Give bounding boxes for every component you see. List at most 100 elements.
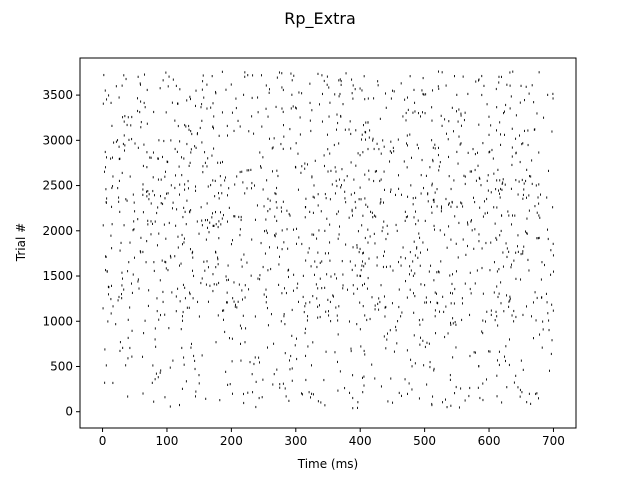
spike-mark xyxy=(350,161,352,164)
spike-mark xyxy=(455,270,457,273)
spike-mark xyxy=(288,275,289,279)
spike-mark xyxy=(302,393,304,396)
spike-mark xyxy=(123,120,125,123)
spike-mark xyxy=(119,349,121,353)
spike-mark xyxy=(282,382,284,385)
spike-mark xyxy=(296,357,298,361)
spike-mark xyxy=(510,95,512,98)
spike-mark xyxy=(312,211,314,214)
spike-mark xyxy=(432,160,434,163)
spike-mark xyxy=(179,140,181,143)
spike-mark xyxy=(182,283,184,287)
spike-mark xyxy=(212,179,214,182)
spike-mark xyxy=(353,292,355,295)
spike-mark xyxy=(276,219,278,223)
spike-mark xyxy=(111,247,113,250)
spike-mark xyxy=(117,139,119,142)
spike-mark xyxy=(157,157,159,160)
spike-mark xyxy=(281,107,283,110)
spike-mark xyxy=(519,160,521,164)
spike-mark xyxy=(538,236,540,240)
spike-mark xyxy=(341,184,342,187)
spike-mark xyxy=(167,192,169,195)
spike-mark xyxy=(177,102,179,105)
spike-mark xyxy=(484,212,486,215)
plot-frame xyxy=(79,57,577,429)
spike-mark xyxy=(379,179,381,183)
spike-mark xyxy=(420,336,421,339)
y-tick-label: 1000 xyxy=(42,314,73,328)
spike-mark xyxy=(244,341,246,344)
spike-mark xyxy=(246,261,248,264)
spike-mark xyxy=(334,166,336,169)
spike-mark xyxy=(301,92,303,95)
spike-mark xyxy=(159,371,161,374)
spike-mark xyxy=(160,178,162,181)
spike-mark xyxy=(398,391,400,395)
spike-mark xyxy=(434,315,436,318)
spike-mark xyxy=(500,143,502,146)
spike-mark xyxy=(164,175,166,178)
spike-mark xyxy=(551,130,553,133)
spike-mark xyxy=(422,318,424,321)
spike-mark xyxy=(486,103,488,106)
spike-mark xyxy=(455,346,457,349)
spike-mark xyxy=(458,221,460,225)
spike-mark xyxy=(314,159,316,162)
spike-mark xyxy=(438,146,439,150)
spike-mark xyxy=(152,189,154,193)
spike-mark xyxy=(195,89,197,92)
spike-mark xyxy=(362,260,363,263)
spike-mark xyxy=(174,186,176,190)
spike-mark xyxy=(274,192,276,195)
spike-mark xyxy=(359,247,361,251)
spike-mark xyxy=(392,89,393,92)
spike-mark xyxy=(243,401,245,405)
spike-mark xyxy=(267,210,269,213)
spike-mark xyxy=(218,191,219,195)
spike-mark xyxy=(134,142,136,145)
spike-mark xyxy=(422,76,424,80)
spike-mark xyxy=(309,301,311,304)
spike-mark xyxy=(390,140,392,143)
spike-mark xyxy=(407,108,409,111)
spike-mark xyxy=(362,151,364,154)
spike-mark xyxy=(210,183,212,187)
spike-mark xyxy=(263,293,265,296)
spike-mark xyxy=(287,247,289,250)
spike-mark xyxy=(420,251,421,254)
spike-mark xyxy=(328,314,330,317)
spike-mark xyxy=(146,239,148,243)
spike-mark xyxy=(213,283,215,286)
spike-mark xyxy=(112,185,114,188)
spike-mark xyxy=(352,214,353,217)
spike-mark xyxy=(540,296,542,299)
spike-mark xyxy=(377,302,379,306)
spike-mark xyxy=(483,200,485,203)
spike-mark xyxy=(247,74,249,77)
spike-mark xyxy=(452,356,454,359)
spike-mark xyxy=(432,395,434,398)
spike-mark xyxy=(268,137,270,140)
spike-mark xyxy=(361,264,363,267)
y-axis-label: Trial # xyxy=(14,223,28,262)
spike-mark xyxy=(194,145,196,148)
spike-mark xyxy=(531,84,533,87)
spike-mark xyxy=(175,84,177,88)
spike-mark xyxy=(509,107,511,110)
spike-mark xyxy=(211,75,213,78)
spike-mark xyxy=(260,165,261,168)
spike-mark xyxy=(293,273,295,276)
spike-mark xyxy=(371,296,373,299)
spike-mark xyxy=(102,307,104,310)
spike-mark xyxy=(168,75,170,78)
spike-mark xyxy=(251,373,253,376)
spike-mark xyxy=(515,178,517,182)
spike-mark xyxy=(380,198,382,201)
spike-mark xyxy=(448,225,450,228)
spike-mark xyxy=(527,258,529,262)
spike-mark xyxy=(530,402,532,405)
spike-mark xyxy=(134,210,136,213)
spike-mark xyxy=(163,223,165,226)
spike-mark xyxy=(538,397,539,400)
